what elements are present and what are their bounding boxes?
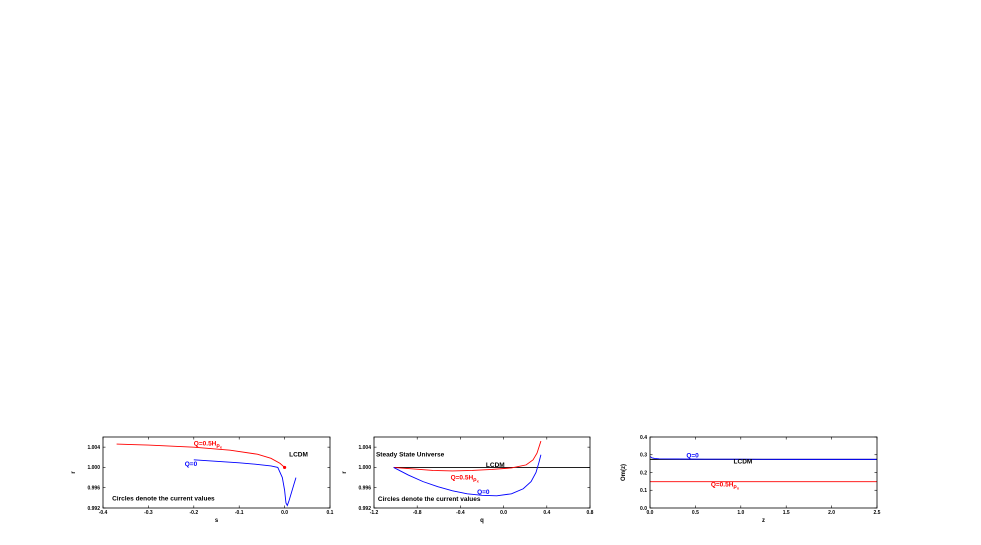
x-tick-label: -1.2 [370, 510, 379, 516]
x-axis-label: q [480, 518, 484, 524]
y-tick-label: 1.000 [87, 465, 100, 471]
x-tick-label: 0.0 [281, 510, 288, 516]
series-line-2-2 [393, 440, 542, 472]
y-tick-label: 0.2 [640, 470, 647, 476]
y-tick-label: 0.3 [640, 453, 647, 459]
x-tick-label: 0.0 [500, 510, 507, 516]
y-axis-label: Om(z) [621, 464, 627, 481]
x-tick-label: -0.8 [413, 510, 422, 516]
y-tick-label: 1.000 [358, 465, 371, 471]
y-tick-label: 0.992 [358, 506, 371, 512]
annotation-2-2: LCDM [486, 462, 505, 469]
annotation-3-3: Q=0.5Hρx [711, 481, 740, 490]
y-axis-label: r [342, 471, 348, 474]
plot-frame [102, 436, 331, 509]
x-tick-label: 2.5 [874, 510, 881, 516]
y-tick-label: 0.4 [640, 435, 647, 441]
chart-panel-2: -1.2 -0.8 -0.4 0.0 0.4 0.8 0.992 0.996 1.000 1.00… [342, 436, 594, 524]
annotation-2-4: Q=0 [477, 489, 490, 496]
plot-frame [373, 436, 591, 509]
y-tick-label: 0.1 [640, 488, 647, 494]
annotation-3-2: LCDM [734, 459, 753, 466]
y-axis-label: r [71, 471, 77, 474]
series-line-1-1 [116, 443, 285, 468]
x-tick-label: 1.0 [737, 510, 744, 516]
chart-panel-3: 0.0 0.5 1.0 1.5 2.0 2.5 0.0 0.1 0.2 0.3 0.4 z Om(z) Q… [621, 435, 881, 524]
annotation-2-1: Steady State Universe [376, 451, 445, 458]
x-tick-label: 0.4 [543, 510, 550, 516]
series-line-2-3 [393, 454, 542, 497]
x-tick-label: -0.3 [144, 510, 153, 516]
y-tick-label: 0.996 [87, 486, 100, 492]
x-tick-label: -0.4 [99, 510, 108, 516]
annotation-2-3: Q=0.5Hρx [451, 475, 480, 484]
x-tick-label: -0.1 [235, 510, 244, 516]
x-axis-label: s [215, 518, 219, 524]
plot-frame [649, 436, 878, 509]
annotation-1-1: Q=0.5Hρx [194, 441, 223, 450]
chart-panel-1: -0.4 -0.3 -0.2 -0.1 0.0 0.1 0.992 0.996 1.000 1.0… [71, 436, 334, 524]
annotation-2-5: Circles denote the current values [378, 496, 481, 503]
annotation-1-4: Circles denote the current values [112, 495, 215, 502]
x-tick-label: 0.0 [647, 510, 654, 516]
x-tick-label: -0.2 [189, 510, 198, 516]
y-tick-label: 1.004 [358, 445, 371, 451]
x-tick-label: 0.1 [327, 510, 334, 516]
series-line-3-2 [649, 456, 877, 460]
annotation-3-1: Q=0 [686, 452, 699, 459]
y-tick-label: 0.992 [87, 506, 100, 512]
x-axis-label: z [762, 518, 765, 524]
x-tick-label: 2.0 [828, 510, 835, 516]
annotation-1-2: Q=0 [185, 461, 198, 468]
x-tick-label: 0.5 [692, 510, 699, 516]
x-tick-label: 0.8 [587, 510, 594, 516]
current-value-marker-1-1 [283, 465, 287, 470]
x-tick-label: 1.5 [783, 510, 790, 516]
series-line-1-2 [193, 459, 297, 507]
y-tick-label: 0.996 [358, 486, 371, 492]
annotation-1-3: LCDM [289, 451, 308, 458]
y-tick-label: 0.0 [640, 506, 647, 512]
x-tick-label: -0.4 [456, 510, 465, 516]
y-tick-label: 1.004 [87, 445, 100, 451]
